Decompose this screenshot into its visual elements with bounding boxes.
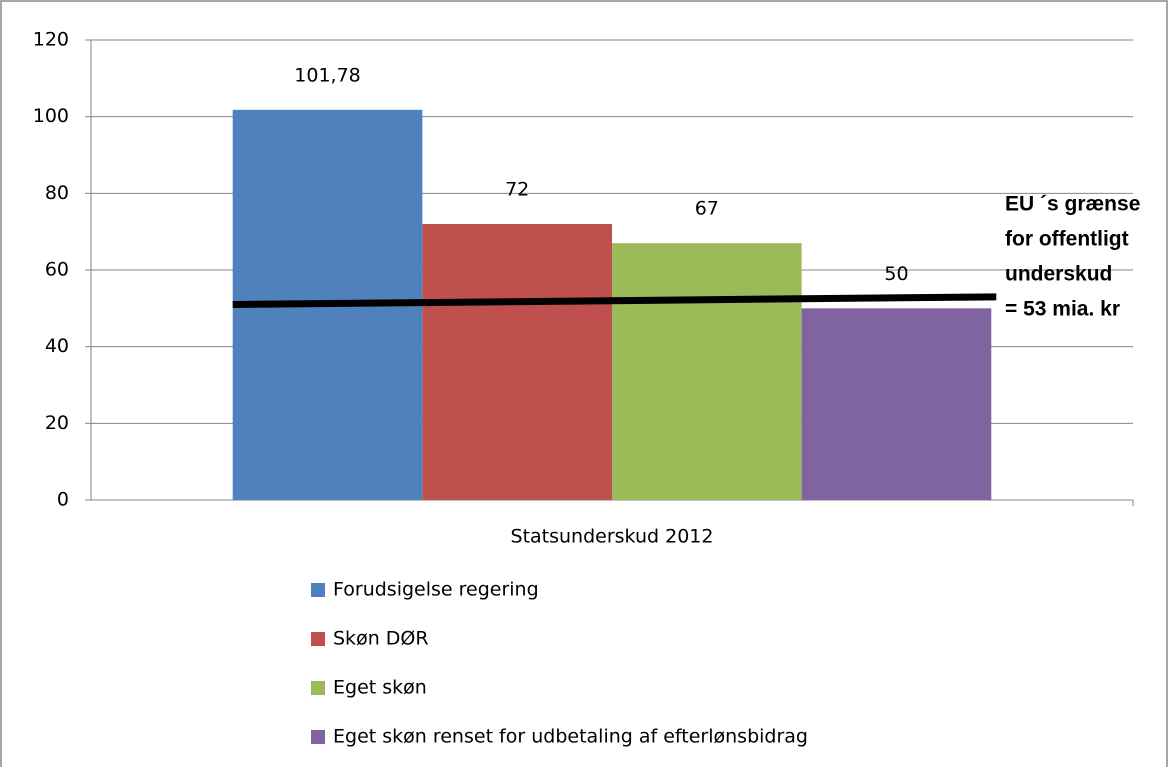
y-tick-label: 60 bbox=[45, 259, 69, 281]
y-tick-label: 80 bbox=[45, 182, 69, 204]
bar bbox=[801, 308, 992, 500]
annotation-text: = 53 mia. kr bbox=[1005, 298, 1120, 321]
x-tick-label: Statsunderskud 2012 bbox=[511, 526, 714, 548]
y-tick-label: 0 bbox=[57, 489, 69, 511]
y-tick-label: 20 bbox=[45, 412, 69, 434]
annotation-text: for offentligt bbox=[1005, 228, 1129, 251]
legend-label: Skøn DØR bbox=[333, 628, 429, 650]
data-label: 72 bbox=[505, 179, 529, 201]
data-label: 101,78 bbox=[294, 64, 360, 86]
legend-label: Forudsigelse regering bbox=[333, 579, 539, 601]
annotation-text: underskud bbox=[1005, 263, 1112, 286]
legend-swatch bbox=[311, 681, 325, 695]
bar bbox=[612, 243, 802, 500]
y-tick-label: 100 bbox=[33, 105, 69, 127]
legend-swatch bbox=[311, 730, 325, 744]
legend-label: Eget skøn bbox=[333, 677, 427, 699]
bar bbox=[422, 224, 612, 500]
y-tick-label: 120 bbox=[33, 29, 69, 51]
data-label: 67 bbox=[695, 198, 719, 220]
y-tick-label: 40 bbox=[45, 335, 69, 357]
legend-swatch bbox=[311, 632, 325, 646]
annotation-text: EU ´s grænse bbox=[1005, 193, 1140, 216]
data-label: 50 bbox=[884, 263, 908, 285]
annotation-line bbox=[232, 293, 997, 308]
legend-label: Eget skøn renset for udbetaling af efter… bbox=[333, 726, 808, 748]
legend-swatch bbox=[311, 583, 325, 597]
